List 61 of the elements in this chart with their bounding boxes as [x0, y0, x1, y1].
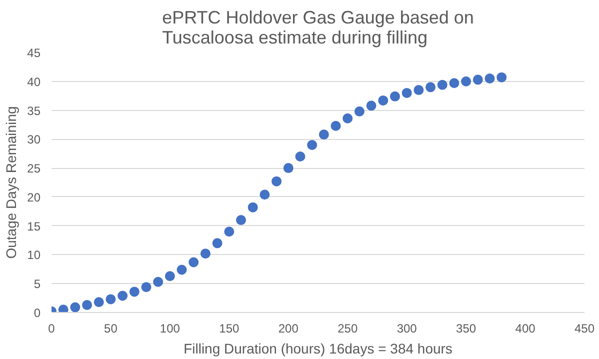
x-axis-title: Filling Duration (hours) 16days = 384 hours	[184, 340, 452, 356]
point	[342, 113, 353, 124]
x-tick-label: 150	[219, 322, 240, 336]
point	[212, 238, 222, 248]
x-tick-label: 50	[104, 322, 118, 336]
point	[164, 271, 175, 282]
point	[330, 120, 341, 131]
point	[58, 304, 68, 312]
y-tick-label: 35	[27, 104, 41, 118]
point	[496, 72, 507, 82]
y-tick-label: 30	[27, 132, 41, 147]
x-tick-label: 0	[48, 322, 56, 336]
point	[141, 282, 152, 292]
point	[307, 140, 318, 150]
point	[118, 290, 128, 301]
x-tick-label: 450	[574, 322, 595, 336]
point	[82, 300, 92, 310]
point	[390, 91, 400, 102]
chart-title: ePRTC Holdover Gas Gauge based on Tuscaloosa estimate during filling	[162, 8, 474, 48]
point	[283, 163, 294, 174]
point	[272, 176, 282, 186]
point	[378, 95, 388, 106]
point	[366, 100, 376, 111]
point	[94, 297, 104, 308]
y-tick-label: 20	[27, 190, 41, 204]
y-tick-label: 15	[27, 219, 41, 234]
y-tick-label: 0	[34, 306, 41, 320]
point	[224, 226, 234, 237]
point	[129, 286, 140, 297]
y-tick-label: 40	[27, 74, 41, 89]
point	[414, 85, 424, 96]
point	[295, 152, 306, 162]
point	[484, 74, 495, 84]
point	[402, 88, 412, 98]
point	[426, 82, 436, 92]
x-tick-label: 350	[456, 322, 476, 336]
x-tick-label: 200	[278, 322, 299, 336]
x-tick-label: 250	[338, 322, 358, 336]
y-tick-label: 10	[27, 248, 41, 262]
y-tick-label: 5	[34, 277, 41, 292]
point	[248, 202, 258, 212]
point	[472, 74, 483, 85]
y-tick-label: 25	[27, 162, 41, 176]
point	[188, 257, 199, 268]
point	[176, 264, 187, 275]
point	[354, 106, 364, 116]
x-tick-label: 100	[160, 322, 180, 336]
x-tick-label: 300	[396, 322, 418, 336]
point	[106, 294, 116, 304]
point	[70, 302, 80, 312]
point	[260, 190, 270, 200]
point	[318, 130, 329, 140]
point	[449, 78, 460, 88]
y-axis-title: Outage Days Remaining	[3, 106, 20, 259]
y-tick-label: 45	[27, 46, 41, 60]
x-tick-label: 400	[515, 322, 536, 336]
point	[153, 276, 164, 287]
point	[437, 80, 448, 90]
point	[236, 215, 246, 226]
point	[200, 248, 210, 259]
point	[461, 76, 472, 86]
